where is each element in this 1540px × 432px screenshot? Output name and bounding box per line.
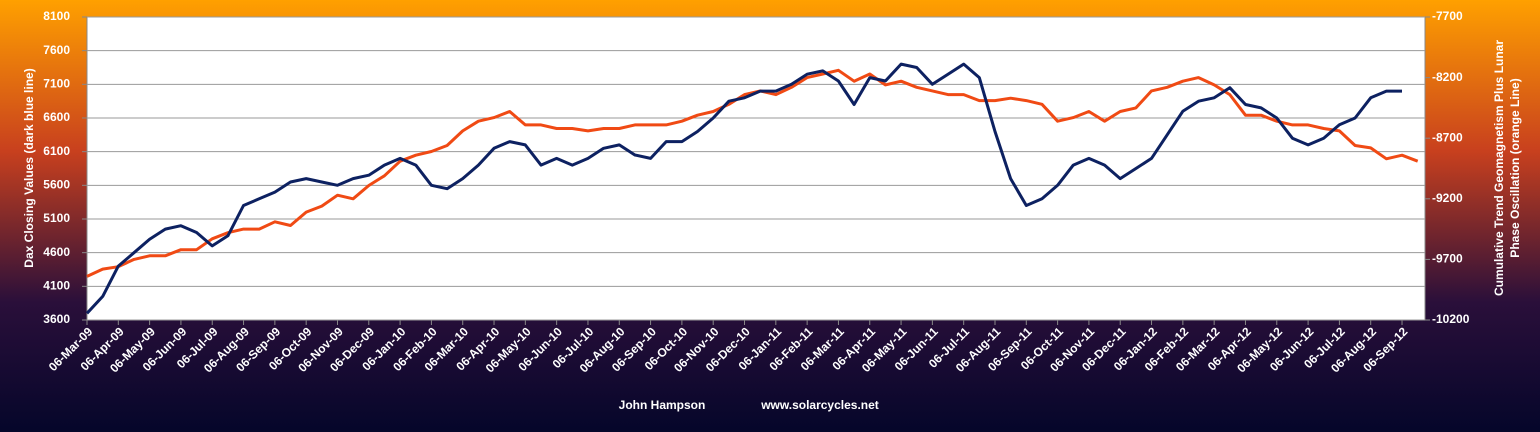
y2-axis-label: Phase Oscillation (orange Line): [1508, 78, 1522, 257]
y-tick-label: 5100: [43, 211, 70, 225]
y-tick-label: 4100: [43, 279, 70, 293]
y2-axis-label: Cumulative Trend Geomagnetism Plus Lunar: [1492, 40, 1506, 296]
series-line: [85, 62, 1402, 315]
y-tick-label: 4600: [43, 245, 70, 259]
y-axis-label: Dax Closing Values (dark blue line): [22, 68, 36, 267]
y2-tick-label: -7700: [1432, 9, 1463, 23]
y-tick-label: 7600: [43, 43, 70, 57]
y-tick-label: 8100: [43, 9, 70, 23]
y-tick-label: 5600: [43, 178, 70, 192]
y2-tick-label: -9200: [1432, 191, 1463, 205]
plot-area: [86, 16, 1426, 321]
y2-tick-label: -10200: [1432, 312, 1470, 326]
y-tick-label: 3600: [43, 312, 70, 326]
y-tick-label: 7100: [43, 77, 70, 91]
credit: John Hampson: [619, 398, 706, 412]
y-tick-label: 6100: [43, 144, 70, 158]
y2-tick-label: -9700: [1432, 252, 1463, 266]
credit: www.solarcycles.net: [760, 398, 879, 412]
y2-tick-label: -8700: [1432, 130, 1463, 144]
y-tick-label: 6600: [43, 110, 70, 124]
series-line: [86, 68, 1419, 278]
y2-tick-label: -8200: [1432, 70, 1463, 84]
